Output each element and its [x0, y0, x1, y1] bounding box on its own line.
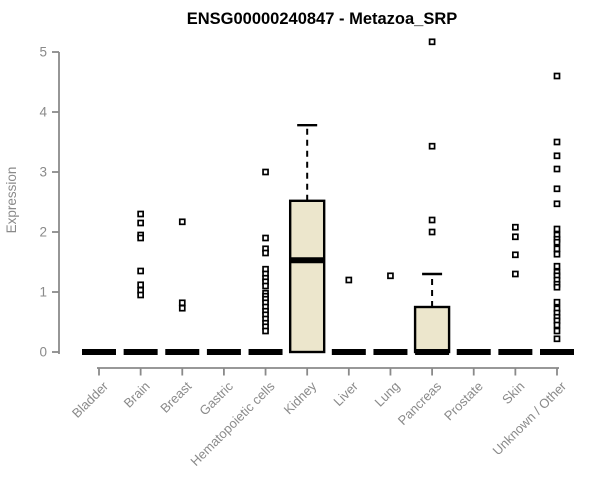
x-category-label: Skin — [499, 379, 527, 407]
outlier-point — [553, 298, 561, 306]
outlier-point — [345, 276, 353, 284]
outlier-point — [512, 270, 519, 278]
outlier-point — [512, 251, 519, 259]
box-kidney — [288, 123, 326, 354]
y-tick-label: 2 — [39, 225, 47, 240]
outlier-point — [553, 327, 561, 335]
y-axis: 0 1 2 3 4 5 — [39, 45, 60, 360]
y-tick-label: 1 — [39, 285, 47, 300]
outlier-point — [137, 281, 144, 289]
outlier-point — [262, 234, 269, 242]
outlier-point — [553, 238, 561, 246]
outlier-points-layer — [137, 38, 561, 343]
outlier-point — [512, 223, 519, 231]
x-category-label: Breast — [157, 378, 194, 415]
outlier-point — [553, 245, 561, 253]
x-category-label: Bladder — [69, 378, 112, 421]
y-tick-label: 3 — [39, 165, 47, 180]
outlier-point — [178, 218, 186, 226]
outlier-point — [428, 216, 436, 224]
outlier-point — [262, 168, 269, 176]
outlier-point — [387, 272, 394, 280]
outlier-point — [178, 299, 186, 307]
x-category-label: Kidney — [281, 378, 320, 417]
outlier-point — [428, 228, 436, 236]
outlier-point — [512, 233, 519, 241]
outlier-point — [137, 210, 144, 218]
outlier-point — [553, 138, 561, 146]
outlier-point — [553, 165, 561, 173]
outlier-point — [262, 327, 269, 335]
outlier-point — [428, 142, 436, 150]
outlier-point — [262, 249, 269, 257]
outlier-point — [428, 38, 436, 46]
outlier-point — [553, 283, 561, 291]
x-category-label: Prostate — [441, 379, 486, 424]
y-tick-label: 5 — [39, 45, 47, 60]
y-tick-label: 0 — [39, 345, 47, 360]
outlier-point — [553, 72, 561, 80]
iqr-box — [413, 305, 451, 354]
outlier-point — [262, 282, 269, 290]
x-category-label: Brain — [121, 379, 153, 411]
y-axis-label: Expression — [4, 167, 19, 234]
outlier-point — [553, 250, 561, 258]
outlier-point — [178, 304, 186, 312]
x-category-label: Lung — [372, 379, 403, 410]
outlier-point — [553, 185, 561, 193]
outlier-point — [553, 321, 561, 329]
outlier-point — [137, 234, 144, 242]
x-category-label: Pancreas — [395, 378, 445, 428]
x-category-label: Gastric — [196, 378, 236, 418]
outlier-point — [553, 262, 561, 270]
outlier-point — [553, 152, 561, 160]
box-pancreas — [413, 272, 451, 355]
iqr-box — [288, 199, 326, 354]
outlier-point — [553, 200, 561, 208]
x-category-label: Liver — [330, 378, 361, 409]
outlier-point — [137, 219, 144, 227]
outlier-point — [553, 335, 561, 343]
boxes-layer — [82, 123, 574, 355]
x-category-label: Unknown / Other — [490, 378, 570, 458]
chart-title: ENSG00000240847 - Metazoa_SRP — [187, 10, 458, 28]
outlier-point — [553, 225, 561, 233]
y-tick-label: 4 — [39, 105, 47, 120]
outlier-point — [137, 267, 144, 275]
outlier-point — [137, 291, 144, 299]
